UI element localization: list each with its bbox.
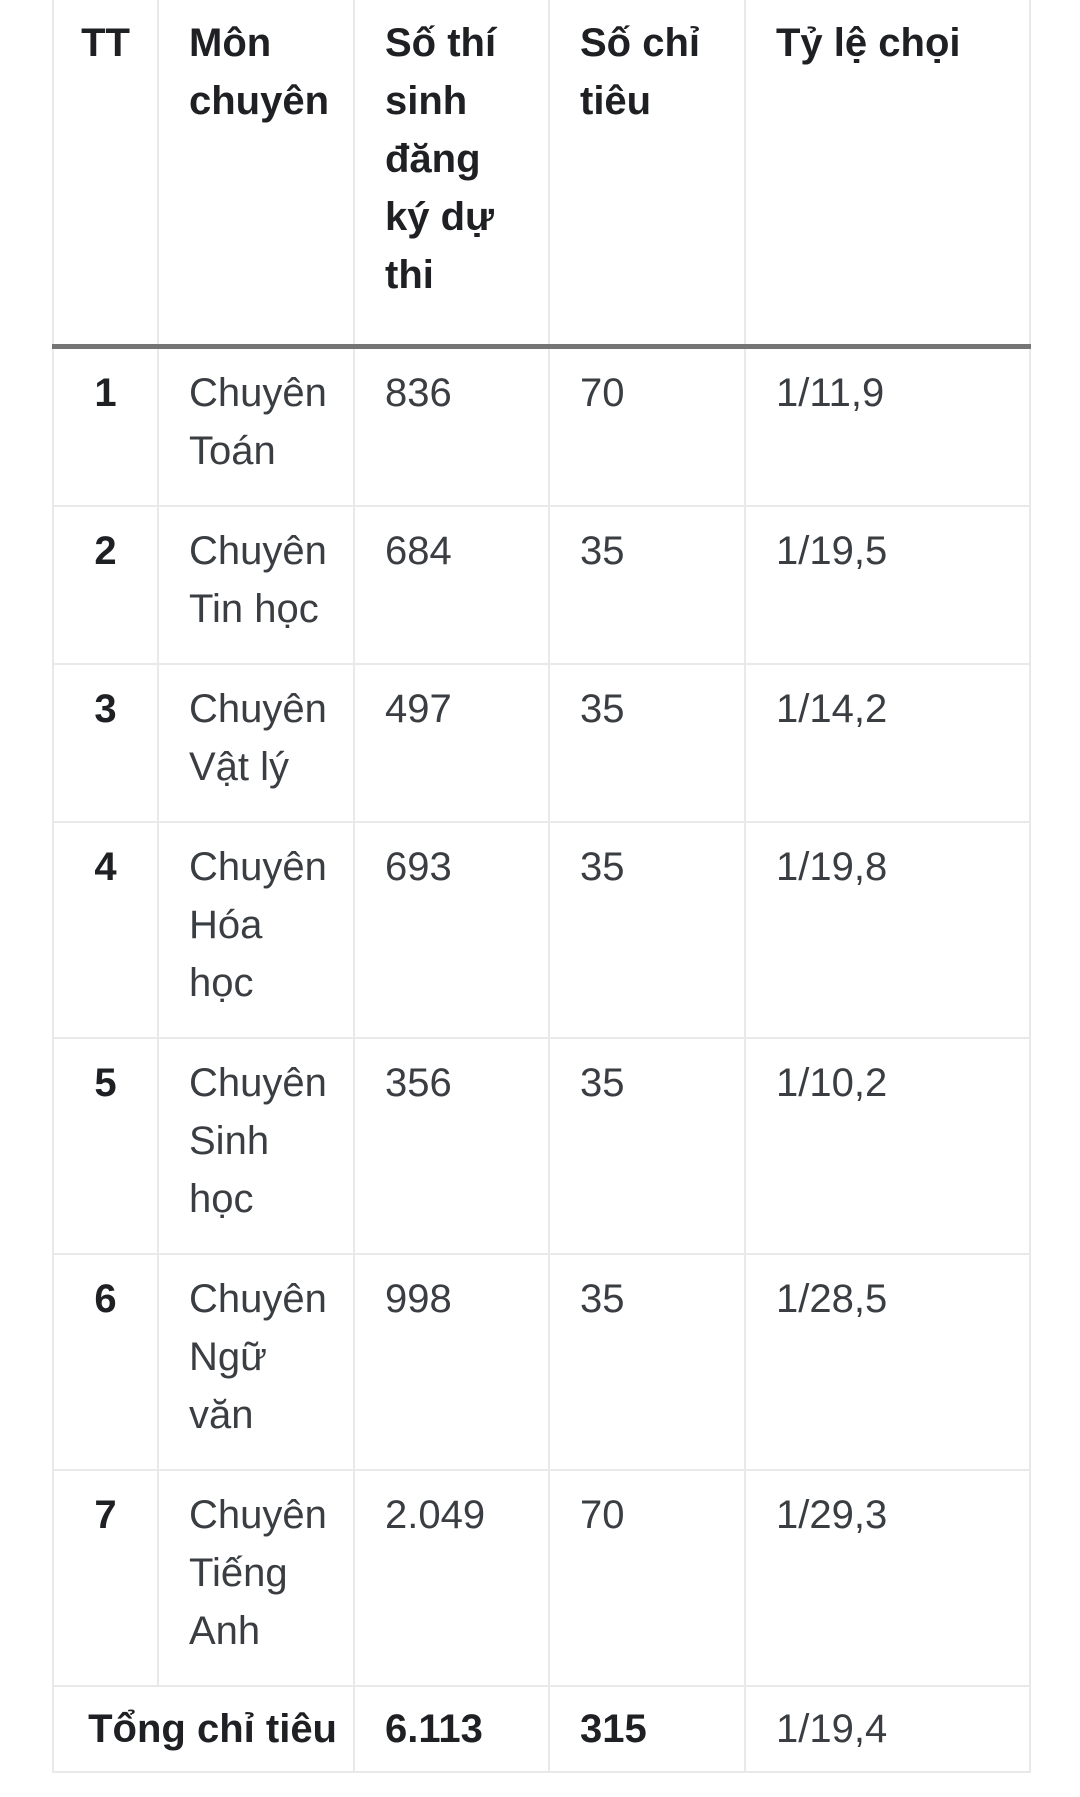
candidates-cell: 2.049: [353, 1470, 550, 1687]
subject-cell: Chuyên Ngữ văn: [157, 1254, 355, 1471]
quota-cell: 35: [548, 664, 746, 823]
candidates-cell: 693: [353, 822, 550, 1039]
row-number-cell: 4: [52, 822, 159, 1039]
table-row: 7 Chuyên Tiếng Anh 2.049 70 1/29,3: [52, 1470, 1031, 1687]
header-cell-ratio: Tỷ lệ chọi: [744, 0, 1031, 349]
ratio-cell: 1/29,3: [744, 1470, 1031, 1687]
admission-statistics-table: TT Môn chuyên Số thí sinh đăng ký dự thi…: [52, 0, 1031, 1773]
table-row: 1 Chuyên Toán 836 70 1/11,9: [52, 346, 1031, 507]
subject-cell: Chuyên Toán: [157, 346, 355, 507]
ratio-cell: 1/10,2: [744, 1038, 1031, 1255]
quota-cell: 70: [548, 346, 746, 507]
subject-cell: Chuyên Sinh học: [157, 1038, 355, 1255]
ratio-cell: 1/28,5: [744, 1254, 1031, 1471]
header-row: TT Môn chuyên Số thí sinh đăng ký dự thi…: [52, 0, 1031, 349]
total-row: Tổng chỉ tiêu 6.113 315 1/19,4: [52, 1686, 1031, 1773]
row-number-cell: 5: [52, 1038, 159, 1255]
total-ratio-cell: 1/19,4: [744, 1686, 1031, 1773]
candidates-cell: 684: [353, 506, 550, 665]
ratio-cell: 1/19,8: [744, 822, 1031, 1039]
table-row: 5 Chuyên Sinh học 356 35 1/10,2: [52, 1038, 1031, 1255]
row-number-cell: 6: [52, 1254, 159, 1471]
header-cell-candidates: Số thí sinh đăng ký dự thi: [353, 0, 550, 349]
table-row: 4 Chuyên Hóa học 693 35 1/19,8: [52, 822, 1031, 1039]
table-row: 6 Chuyên Ngữ văn 998 35 1/28,5: [52, 1254, 1031, 1471]
row-number-cell: 2: [52, 506, 159, 665]
header-cell-subject: Môn chuyên: [157, 0, 355, 349]
ratio-cell: 1/19,5: [744, 506, 1031, 665]
candidates-cell: 356: [353, 1038, 550, 1255]
candidates-cell: 497: [353, 664, 550, 823]
table-row: 3 Chuyên Vật lý 497 35 1/14,2: [52, 664, 1031, 823]
total-candidates-cell: 6.113: [353, 1686, 550, 1773]
header-cell-tt: TT: [52, 0, 159, 349]
row-number-cell: 3: [52, 664, 159, 823]
subject-cell: Chuyên Tin học: [157, 506, 355, 665]
subject-cell: Chuyên Hóa học: [157, 822, 355, 1039]
subject-cell: Chuyên Tiếng Anh: [157, 1470, 355, 1687]
ratio-cell: 1/11,9: [744, 346, 1031, 507]
quota-cell: 35: [548, 1038, 746, 1255]
candidates-cell: 998: [353, 1254, 550, 1471]
ratio-cell: 1/14,2: [744, 664, 1031, 823]
subject-cell: Chuyên Vật lý: [157, 664, 355, 823]
header-cell-quota: Số chỉ tiêu: [548, 0, 746, 349]
quota-cell: 35: [548, 1254, 746, 1471]
row-number-cell: 7: [52, 1470, 159, 1687]
quota-cell: 35: [548, 822, 746, 1039]
total-quota-cell: 315: [548, 1686, 746, 1773]
row-number-cell: 1: [52, 346, 159, 507]
table-row: 2 Chuyên Tin học 684 35 1/19,5: [52, 506, 1031, 665]
quota-cell: 70: [548, 1470, 746, 1687]
candidates-cell: 836: [353, 346, 550, 507]
total-label-cell: Tổng chỉ tiêu: [52, 1686, 355, 1773]
quota-cell: 35: [548, 506, 746, 665]
